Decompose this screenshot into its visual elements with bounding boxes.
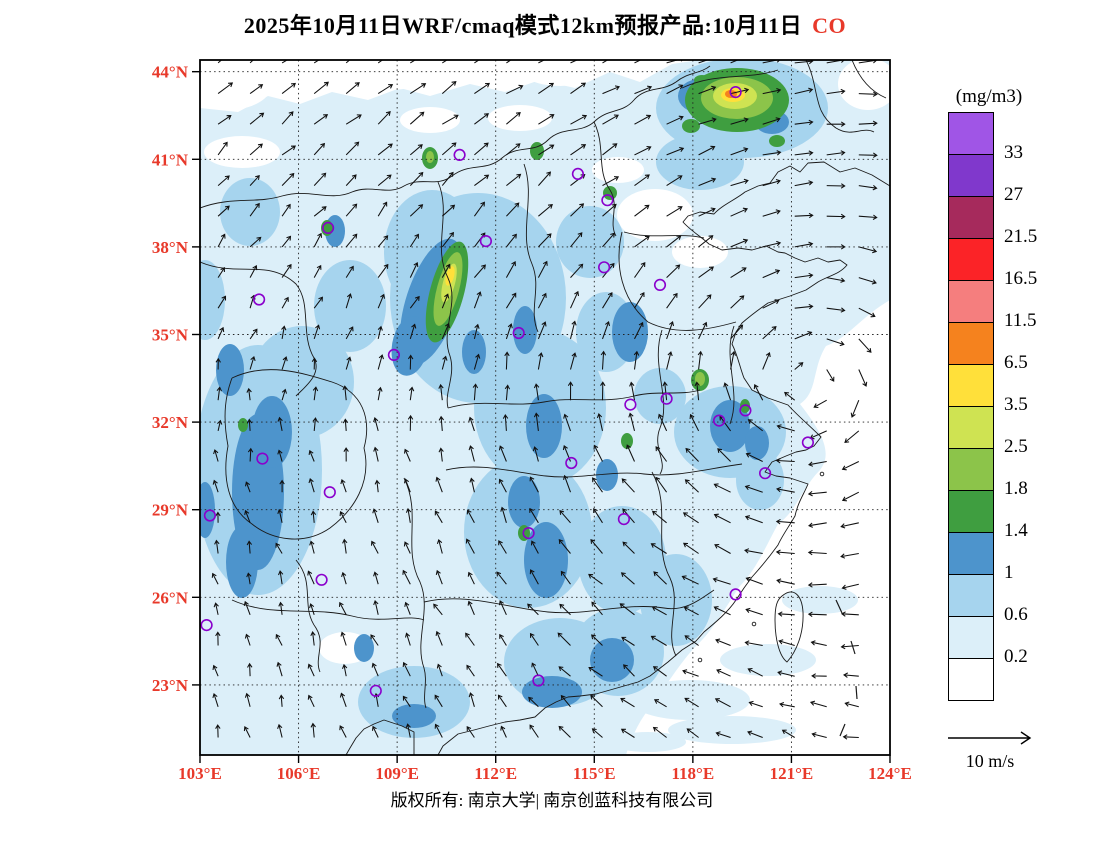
station-marker [323,486,336,499]
contour-fills [200,60,890,755]
lat-tick-label: 29°N [152,501,189,520]
lat-tick-label: 44°N [152,63,189,82]
station-marker [571,167,585,180]
lat-tick-label: 35°N [152,325,189,344]
legend-colorbar: 33 27 21.5 16.5 11.5 6.5 3.5 2.5 1.8 1.4 1 0.6 0.2 [948,112,1037,701]
station-marker [597,261,611,274]
lon-tick-label: 115°E [573,764,616,783]
station-marker [479,235,493,248]
legend-swatch [948,322,994,365]
station-marker [532,674,545,687]
page-title: 2025年10月11日WRF/cmaq模式12km预报产品:10月11日 CO [0,8,1090,40]
station-marker [565,456,578,470]
legend-unit: (mg/m3) [955,86,1023,107]
axes: 23°N 26°N 29°N 32°N 35°N 38°N 41°N 44°N 103°E 106… [152,63,912,783]
lat-tick-label: 32°N [152,413,189,432]
station-marker [253,293,266,306]
color-legend: (mg/m3) 33 27 21.5 16.5 11.5 6.5 3.5 2.5 1.8 1.4 1… [948,86,1068,701]
map-border [199,59,891,756]
lon-tick-label: 106°E [277,764,321,783]
title-main: 2025年10月11日WRF/cmaq模式12km预报产品:10月11日 [243,13,803,38]
title-pollutant: CO [812,13,847,38]
station-marker [617,512,631,526]
lon-tick-label: 112°E [474,764,517,783]
station-marker [512,326,525,340]
legend-value: 0.2 [1004,645,1028,667]
copyright-footer: 版权所有: 南京大学| 南京创蓝科技有限公司 [390,791,714,810]
station-marker [387,348,401,362]
legend-swatch [948,196,994,239]
legend-swatch [948,406,994,449]
legend-swatch [948,658,994,701]
station-marker [453,148,466,161]
station-marker [624,398,637,411]
station-marker [522,526,535,540]
legend-swatch [948,616,994,659]
lon-tick-label: 118°E [672,764,715,783]
legend-value: 33 [1004,141,1023,163]
station-marker [801,436,815,449]
lon-tick-label: 109°E [375,764,419,783]
station-marker [653,278,667,292]
lon-tick-label: 124°E [868,764,912,783]
legend-swatch [948,364,994,407]
lat-tick-label: 23°N [152,676,189,695]
wind-scale-arrow [948,731,1032,745]
legend-value: 2.5 [1004,435,1028,457]
legend-value: 0.6 [1004,603,1028,625]
legend-swatch [948,280,994,323]
graticule [200,60,890,755]
legend-value: 3.5 [1004,393,1028,415]
wind-vectors [211,60,878,740]
station-marker [712,414,726,427]
legend-value: 1.8 [1004,477,1028,499]
station-markers [200,85,815,697]
station-marker [739,404,752,417]
legend-value: 6.5 [1004,351,1028,373]
wind-scale-label: 10 m/s [965,751,1015,771]
lon-tick-label: 103°E [178,764,222,783]
station-marker [369,684,382,697]
station-marker [322,221,335,234]
lat-tick-label: 26°N [152,588,189,607]
legend-value: 1.4 [1004,519,1028,541]
legend-swatch [948,532,994,575]
station-marker [601,194,614,207]
lat-tick-label: 41°N [152,150,189,169]
lon-tick-label: 121°E [770,764,814,783]
station-marker [203,509,216,522]
legend-value: 1 [1004,561,1014,583]
legend-swatch [948,490,994,533]
legend-swatch [948,112,994,155]
station-marker [660,392,673,405]
legend-swatch [948,574,994,617]
station-marker [729,588,742,601]
station-marker [315,573,328,586]
lat-tick-label: 38°N [152,238,189,257]
station-marker [758,467,772,480]
legend-value: 21.5 [1004,225,1038,247]
station-marker [729,85,742,99]
map-content [200,60,890,755]
legend-value: 11.5 [1004,309,1037,331]
legend-swatch [948,154,994,197]
legend-value: 16.5 [1004,267,1038,289]
legend-value: 27 [1004,183,1023,205]
station-marker [200,618,213,632]
legend-swatch [948,448,994,491]
legend-swatch [948,238,994,281]
coastline-and-borders [200,60,890,755]
station-marker [256,452,269,465]
wind-scale: 10 m/s [938,728,1042,772]
